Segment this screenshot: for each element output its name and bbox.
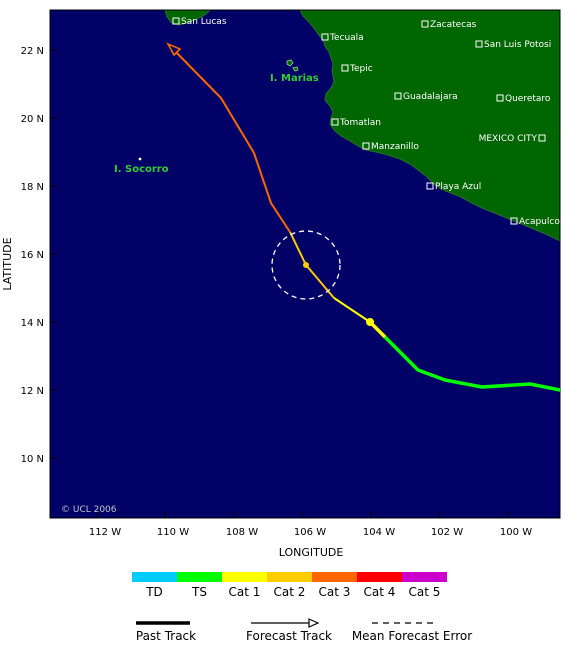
city-label: San Luis Potosi bbox=[484, 40, 551, 50]
legend-past-track: Past Track bbox=[136, 629, 196, 643]
island-label-socorro: I. Socorro bbox=[114, 164, 169, 175]
city-marker-icon bbox=[475, 40, 483, 48]
past-track-ts bbox=[383, 335, 560, 392]
y-axis-title: LATITUDE bbox=[1, 237, 14, 290]
legend-forecast-track: Forecast Track bbox=[246, 629, 332, 643]
legend-category-label: TS bbox=[191, 585, 207, 599]
storm-track bbox=[166, 42, 560, 392]
legend-category-label: TD bbox=[145, 585, 163, 599]
mean-forecast-error-circle bbox=[271, 230, 341, 300]
forecast-track-cat1 bbox=[333, 297, 371, 323]
map-frame bbox=[49, 9, 561, 519]
city-label: San Lucas bbox=[181, 17, 227, 27]
x-axis-title: LONGITUDE bbox=[279, 546, 344, 559]
city-marker-icon bbox=[538, 134, 546, 142]
legend-color-swatch bbox=[177, 572, 222, 582]
city-label: Zacatecas bbox=[430, 20, 477, 30]
current-position-dot bbox=[366, 318, 374, 326]
copyright-text: © UCL 2006 bbox=[61, 505, 117, 515]
city-label: MEXICO CITY bbox=[479, 134, 538, 144]
lon-tick-label: 108 W bbox=[226, 527, 258, 538]
lat-tick-label: 10 N bbox=[21, 454, 44, 465]
city-marker-icon bbox=[394, 92, 402, 100]
islas-marias bbox=[286, 59, 299, 72]
forecast-arrow-head bbox=[166, 42, 182, 57]
mainland-mexico bbox=[299, 10, 560, 242]
lat-tick-label: 12 N bbox=[21, 386, 44, 397]
lon-tick-label: 102 W bbox=[431, 527, 463, 538]
lat-tick-label: 18 N bbox=[21, 182, 44, 193]
forecast-position-dot bbox=[303, 262, 309, 268]
city-marker-icon bbox=[496, 94, 504, 102]
city-marker-icon bbox=[510, 217, 518, 225]
lat-tick-label: 16 N bbox=[21, 250, 44, 261]
legend-category-label: Cat 3 bbox=[319, 585, 351, 599]
legend-color-swatch bbox=[267, 572, 312, 582]
track-style-legend: Past Track Forecast Track Mean Forecast … bbox=[136, 618, 472, 643]
latitude-tick-labels: 22 N 20 N 18 N 16 N 14 N 12 N 10 N bbox=[21, 46, 56, 465]
city-marker-icon bbox=[172, 17, 180, 25]
city-label: Tepic bbox=[349, 64, 373, 74]
legend-color-swatch bbox=[402, 572, 447, 582]
legend-color-swatch bbox=[222, 572, 267, 582]
isla-socorro bbox=[138, 157, 142, 161]
legend-color-swatch bbox=[357, 572, 402, 582]
city-markers: San Lucas Zacatecas Tecuala San Luis Potosi… bbox=[172, 17, 560, 227]
city-marker-icon bbox=[331, 118, 339, 126]
lon-tick-label: 106 W bbox=[294, 527, 326, 538]
city-marker-icon bbox=[362, 142, 370, 150]
legend-category-label: Cat 2 bbox=[274, 585, 306, 599]
legend-category-label: Cat 5 bbox=[409, 585, 441, 599]
city-marker-icon bbox=[341, 64, 349, 72]
lon-tick-label: 112 W bbox=[89, 527, 121, 538]
city-marker-icon bbox=[321, 33, 329, 41]
city-label: Manzanillo bbox=[371, 142, 419, 152]
legend-color-swatch bbox=[132, 572, 177, 582]
lat-tick-label: 14 N bbox=[21, 318, 44, 329]
city-marker-icon bbox=[421, 20, 429, 28]
city-marker-icon bbox=[426, 182, 434, 190]
longitude-tick-labels: 112 W 110 W 108 W 106 W 104 W 102 W 100 W bbox=[89, 512, 532, 538]
lon-tick-label: 100 W bbox=[500, 527, 532, 538]
legend-category-label: Cat 4 bbox=[364, 585, 396, 599]
island-label-marias: I. Marias bbox=[270, 73, 319, 84]
city-label: Tomatlan bbox=[339, 118, 381, 128]
city-label: Playa Azul bbox=[435, 182, 481, 192]
lat-tick-label: 20 N bbox=[21, 114, 44, 125]
lon-tick-label: 104 W bbox=[363, 527, 395, 538]
city-label: Acapulco bbox=[519, 217, 560, 227]
city-label: Guadalajara bbox=[403, 92, 458, 102]
city-label: Tecuala bbox=[329, 33, 364, 43]
lat-tick-label: 22 N bbox=[21, 46, 44, 57]
category-legend: TD TS Cat 1 Cat 2 Cat 3 Cat 4 Cat 5 bbox=[132, 572, 447, 599]
baja-peninsula bbox=[164, 10, 211, 26]
legend-mean-forecast-error: Mean Forecast Error bbox=[352, 629, 472, 643]
forecast-track-cat3 bbox=[171, 47, 291, 233]
city-label: Queretaro bbox=[505, 94, 551, 104]
legend-category-label: Cat 1 bbox=[229, 585, 261, 599]
lon-tick-label: 110 W bbox=[157, 527, 189, 538]
legend-color-swatch bbox=[312, 572, 357, 582]
forecast-arrow-icon bbox=[308, 618, 320, 628]
